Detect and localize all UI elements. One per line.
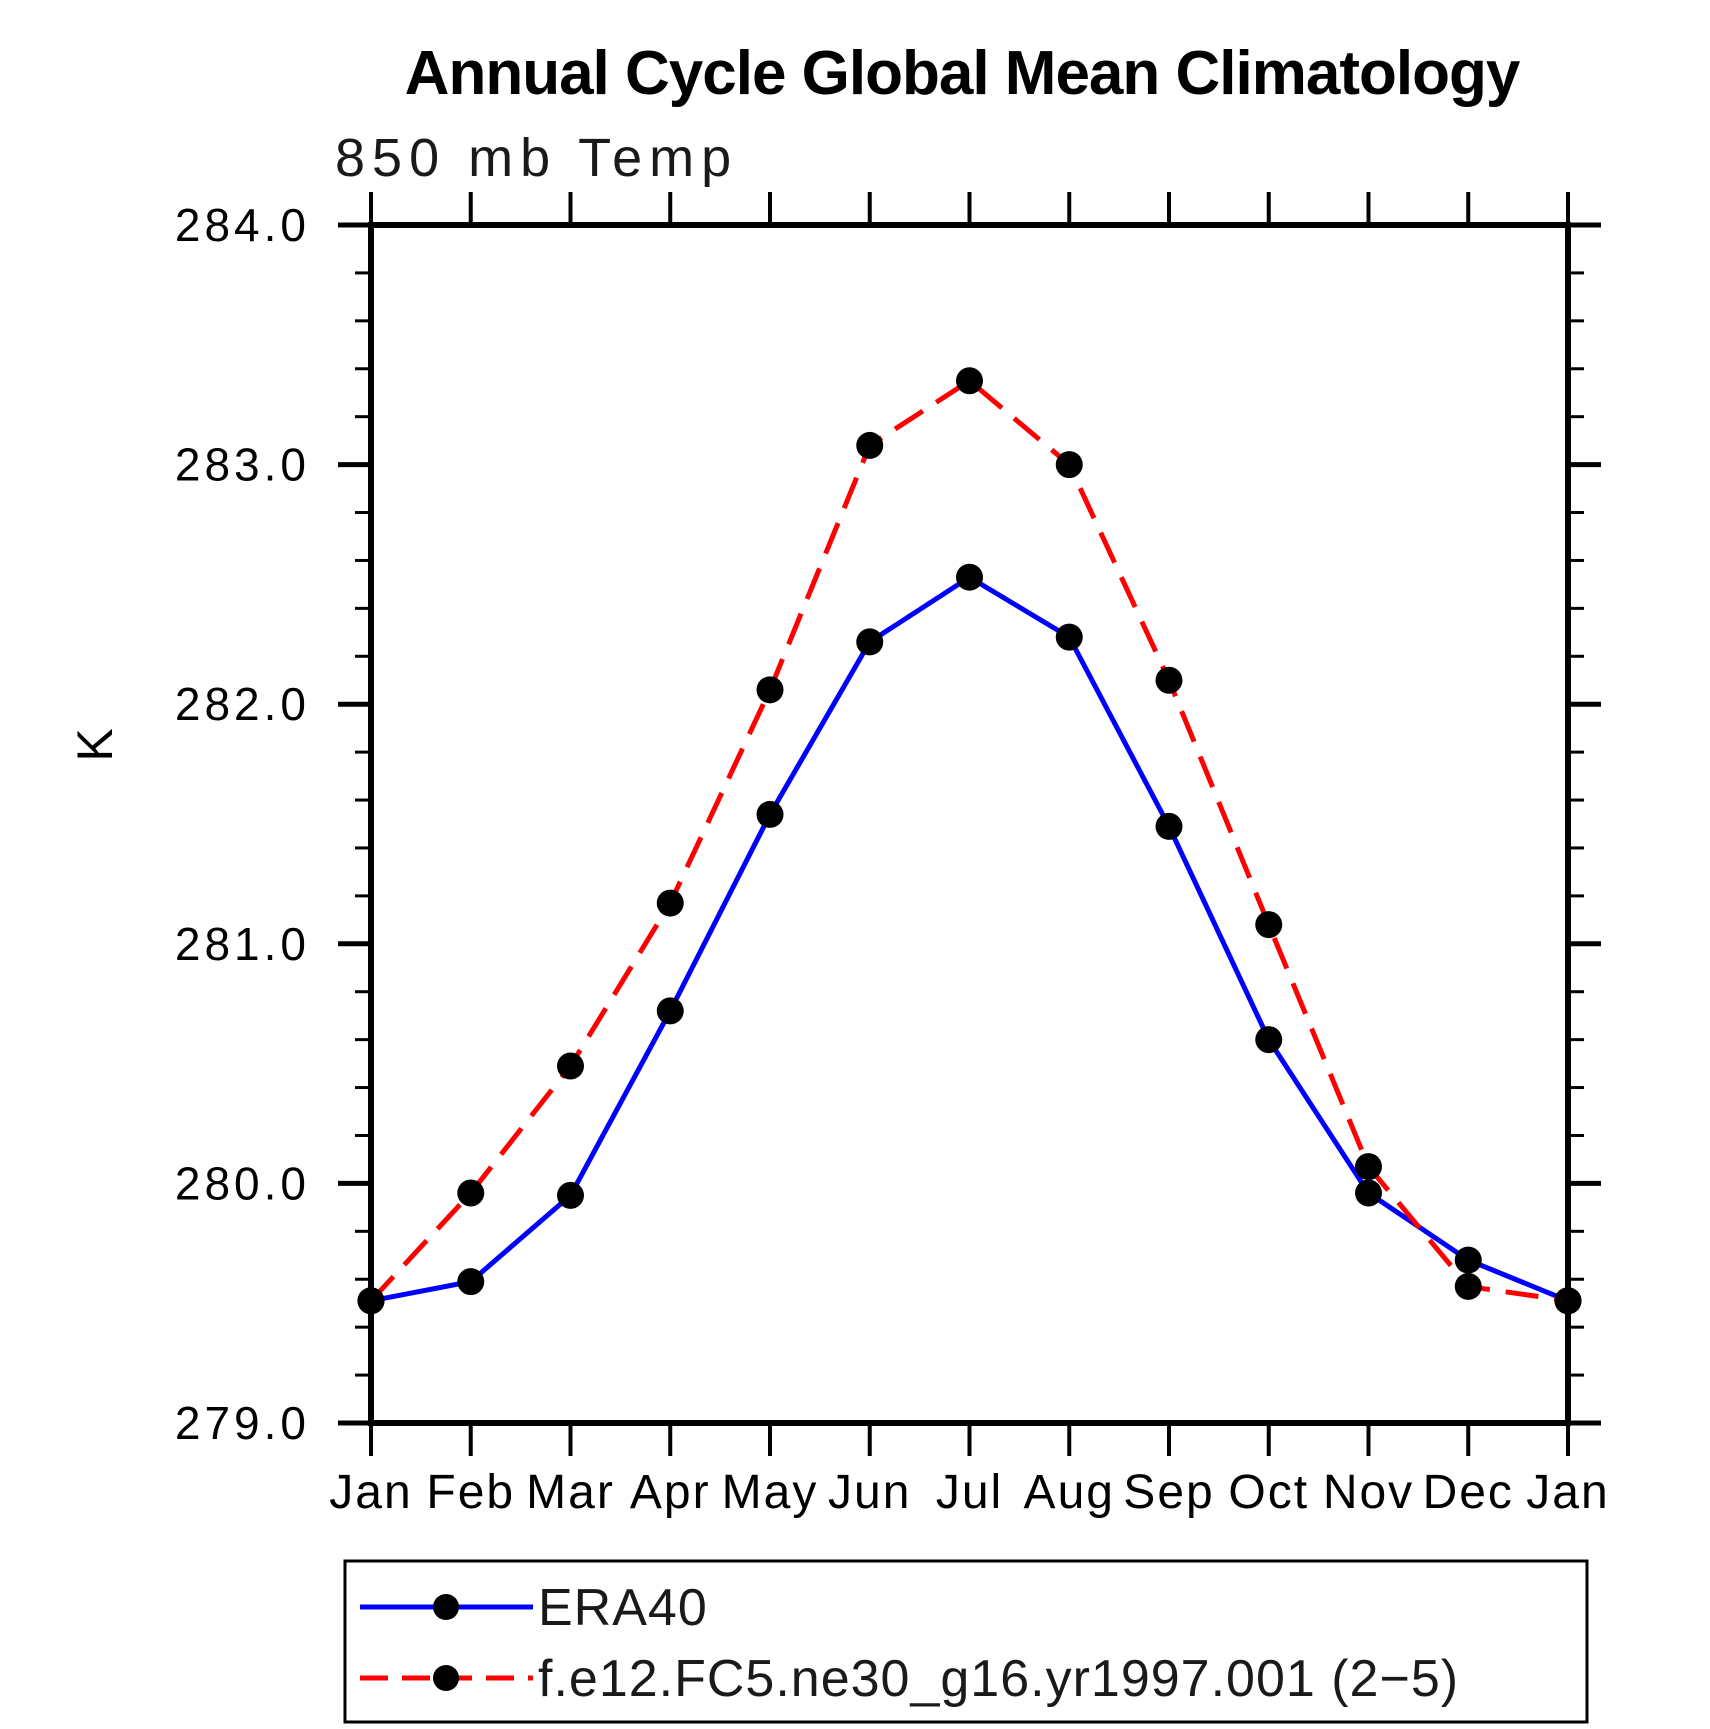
legend-label: f.e12.FC5.ne30_g16.yr1997.001 (2−5): [538, 1650, 1459, 1708]
data-point-marker: [1255, 1026, 1283, 1054]
x-tick-label: Aug: [1024, 1466, 1115, 1519]
x-tick-label: Oct: [1228, 1466, 1309, 1519]
y-axis-label: K: [67, 726, 123, 761]
data-point-marker: [1155, 666, 1183, 694]
y-tick-label: 283.0: [175, 439, 310, 491]
data-point-marker: [756, 676, 784, 704]
x-tick-label: Apr: [630, 1466, 711, 1519]
legend-label: ERA40: [538, 1579, 708, 1637]
chart-title: Annual Cycle Global Mean Climatology: [405, 39, 1521, 108]
data-point-marker: [656, 997, 684, 1025]
data-point-marker: [1155, 812, 1183, 840]
x-tick-label: Jun: [828, 1466, 911, 1519]
x-tick-label: Nov: [1323, 1466, 1414, 1519]
data-point-marker: [457, 1268, 485, 1296]
y-tick-label: 281.0: [175, 918, 310, 970]
x-tick-label: Jan: [1526, 1466, 1609, 1519]
data-point-marker: [1454, 1272, 1482, 1300]
x-tick-label: Dec: [1423, 1466, 1514, 1519]
series-line-era40: [370, 574, 1569, 1304]
plot-frame: [368, 222, 1571, 1426]
data-point-marker: [1554, 1287, 1582, 1315]
x-tick-label: May: [722, 1466, 819, 1519]
x-tick-label: Jul: [936, 1466, 1003, 1519]
chart-subtitle: 850 mb Temp: [335, 128, 738, 188]
data-point-marker: [357, 1287, 385, 1315]
data-point-marker: [1055, 451, 1083, 479]
data-point-marker: [1355, 1179, 1382, 1207]
data-point-marker: [557, 1181, 584, 1209]
data-point-marker: [656, 889, 684, 917]
plot-area: Jan Feb Mar Apr May Jun Jul Aug Sep Oct Nov Dec Jan2…: [175, 192, 1609, 1724]
x-tick-label: Mar: [526, 1466, 615, 1519]
legend-marker: [433, 1665, 459, 1691]
data-point-marker: [1055, 623, 1083, 651]
x-tick-label: Sep: [1123, 1466, 1214, 1519]
legend-marker: [433, 1594, 459, 1620]
series-line-model: [369, 378, 1569, 1304]
data-point-marker: [856, 628, 884, 656]
x-tick-label: Feb: [426, 1466, 515, 1519]
y-tick-label: 284.0: [175, 199, 310, 251]
y-tick-label: 282.0: [175, 678, 310, 730]
x-tick-label: Jan: [329, 1466, 412, 1519]
data-point-marker: [956, 367, 983, 395]
data-point-marker: [1454, 1246, 1482, 1274]
data-point-marker: [457, 1179, 485, 1207]
data-point-marker: [557, 1052, 584, 1080]
data-point-marker: [856, 431, 884, 459]
data-point-marker: [756, 800, 784, 828]
y-tick-label: 279.0: [175, 1397, 310, 1449]
data-point-marker: [956, 563, 983, 591]
data-point-marker: [1255, 911, 1283, 939]
data-point-marker: [1355, 1153, 1382, 1181]
legend-box: [343, 1559, 1589, 1724]
y-tick-label: 280.0: [175, 1157, 310, 1209]
